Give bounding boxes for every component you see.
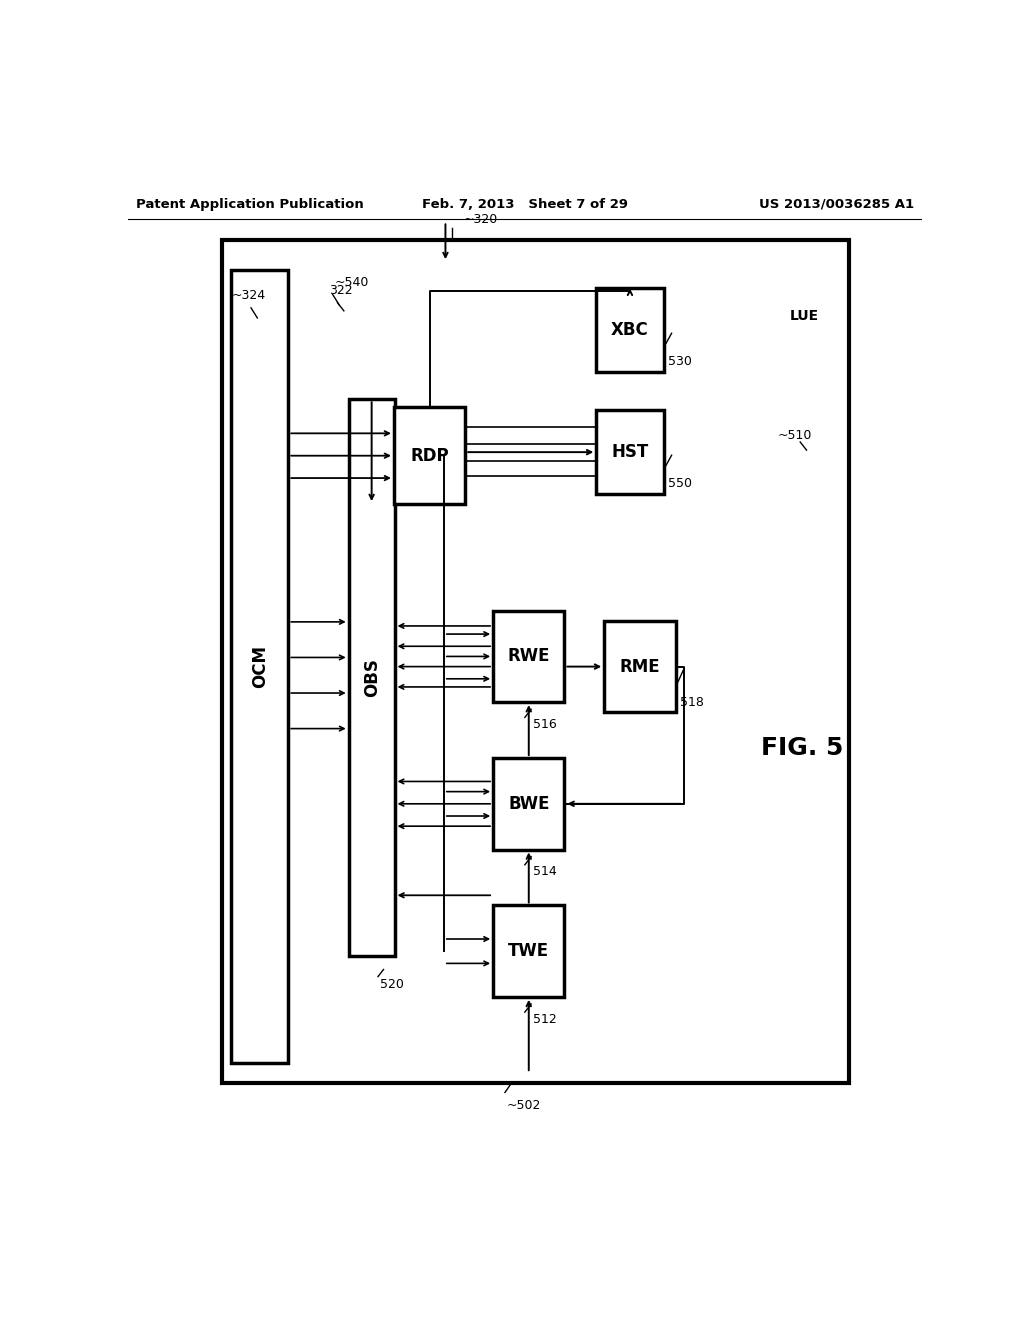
Text: ~324: ~324: [231, 289, 265, 302]
Text: Patent Application Publication: Patent Application Publication: [136, 198, 364, 211]
Text: ~540: ~540: [334, 276, 369, 289]
Text: 520: 520: [380, 978, 403, 991]
Bar: [394, 408, 465, 504]
Bar: [494, 758, 564, 850]
Bar: [596, 411, 664, 494]
Text: OCM: OCM: [251, 645, 268, 688]
Bar: [494, 611, 564, 702]
Bar: [348, 399, 394, 956]
Bar: [604, 620, 676, 713]
Text: US 2013/0036285 A1: US 2013/0036285 A1: [759, 198, 913, 211]
Text: 322: 322: [330, 284, 353, 297]
Text: BWE: BWE: [508, 795, 550, 813]
Text: OBS: OBS: [362, 659, 381, 697]
Text: RWE: RWE: [508, 647, 550, 665]
Bar: [325, 290, 460, 545]
Text: ~510: ~510: [777, 429, 812, 442]
Bar: [494, 906, 564, 997]
Text: FIG. 5: FIG. 5: [762, 737, 844, 760]
Bar: [469, 290, 828, 545]
Text: 550: 550: [668, 477, 691, 490]
Text: XBC: XBC: [611, 321, 649, 339]
Text: TWE: TWE: [508, 942, 549, 960]
Text: LUE: LUE: [790, 309, 818, 323]
Text: 518: 518: [680, 696, 703, 709]
Bar: [221, 240, 849, 1084]
Text: RME: RME: [620, 657, 660, 676]
Text: 530: 530: [668, 355, 691, 368]
Bar: [596, 289, 664, 372]
Text: RDP: RDP: [411, 446, 449, 465]
Text: 514: 514: [532, 866, 556, 878]
Text: ~320: ~320: [464, 213, 498, 226]
Text: ~502: ~502: [507, 1100, 541, 1113]
Text: Feb. 7, 2013   Sheet 7 of 29: Feb. 7, 2013 Sheet 7 of 29: [422, 198, 628, 211]
Bar: [231, 271, 289, 1063]
Bar: [458, 458, 816, 1063]
Text: 516: 516: [532, 718, 556, 731]
Text: HST: HST: [611, 444, 648, 461]
Text: 512: 512: [532, 1012, 556, 1026]
